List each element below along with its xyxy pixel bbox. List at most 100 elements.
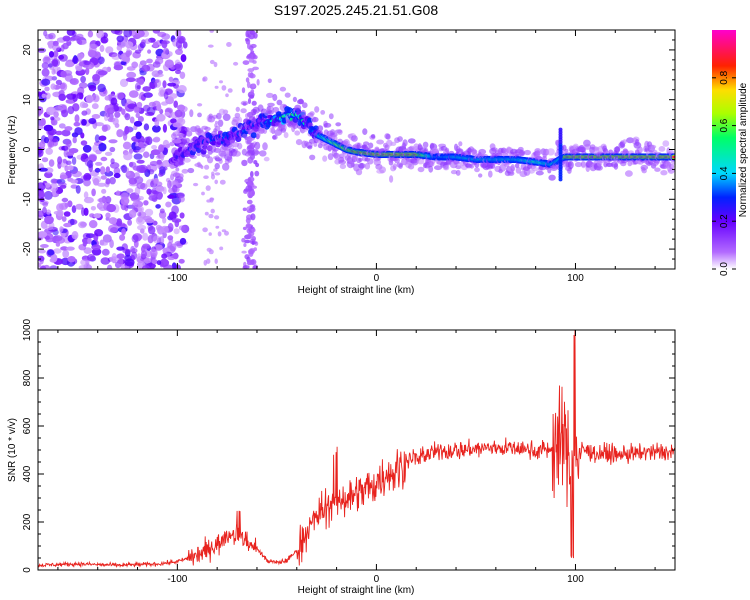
spectrogram-x-ticks: -100 0 100 bbox=[57, 30, 656, 284]
noise-blob bbox=[56, 203, 64, 212]
noise-blob bbox=[124, 41, 134, 49]
ridge-halo bbox=[455, 165, 462, 170]
noise-blob bbox=[109, 227, 118, 233]
noise-blob bbox=[60, 246, 68, 251]
ridge-halo bbox=[237, 142, 243, 150]
ridge-halo bbox=[276, 99, 283, 106]
colorbar-tick-label: 0.6 bbox=[719, 118, 730, 132]
noise-blob bbox=[70, 179, 79, 184]
ridge-halo bbox=[385, 133, 391, 140]
noise-blob bbox=[253, 32, 258, 39]
noise-blob bbox=[142, 86, 151, 92]
noise-blob bbox=[162, 247, 167, 253]
noise-blob bbox=[170, 118, 177, 124]
ridge-halo bbox=[478, 148, 487, 155]
ridge-halo bbox=[267, 110, 274, 115]
noise-blob bbox=[134, 49, 142, 54]
noise-blob bbox=[85, 67, 90, 76]
noise-blob bbox=[172, 122, 181, 128]
ridge-halo bbox=[169, 141, 176, 147]
ridge-halo bbox=[474, 167, 480, 173]
ridge-halo bbox=[355, 168, 363, 176]
noise-blob bbox=[144, 38, 151, 44]
ridge-halo bbox=[189, 109, 194, 118]
ridge-halo bbox=[428, 165, 434, 173]
noise-blob bbox=[145, 111, 155, 117]
noise-blob bbox=[91, 114, 101, 119]
ridge-halo bbox=[294, 104, 302, 112]
noise-blob bbox=[100, 36, 109, 44]
noise-blob bbox=[52, 44, 61, 51]
noise-blob bbox=[55, 79, 63, 85]
noise-blob bbox=[40, 118, 46, 126]
noise-blob bbox=[215, 120, 218, 125]
noise-blob bbox=[75, 65, 83, 72]
noise-blob bbox=[241, 250, 247, 254]
noise-blob bbox=[50, 83, 56, 90]
noise-blob bbox=[178, 37, 185, 44]
noise-blob bbox=[88, 220, 98, 229]
noise-blob bbox=[160, 152, 165, 161]
noise-blob bbox=[94, 167, 101, 173]
noise-blob bbox=[80, 140, 88, 146]
noise-blob bbox=[123, 30, 133, 38]
noise-blob bbox=[55, 130, 64, 136]
noise-blob bbox=[70, 218, 75, 226]
ridge-halo bbox=[363, 141, 370, 146]
noise-blob bbox=[59, 226, 64, 233]
noise-blob bbox=[151, 259, 158, 265]
noise-blob bbox=[251, 236, 256, 242]
noise-blob bbox=[49, 182, 59, 192]
noise-blob bbox=[129, 116, 135, 124]
noise-blob bbox=[209, 59, 215, 65]
noise-blob bbox=[75, 185, 81, 194]
noise-blob bbox=[88, 84, 97, 92]
noise-blob bbox=[247, 233, 252, 240]
noise-blob bbox=[53, 50, 59, 58]
noise-blob bbox=[100, 175, 107, 180]
ridge-halo bbox=[253, 150, 260, 155]
noise-blob bbox=[210, 208, 215, 214]
noise-blob bbox=[67, 106, 75, 115]
noise-blob bbox=[124, 102, 130, 111]
noise-blob bbox=[44, 34, 54, 40]
noise-blob bbox=[156, 113, 166, 122]
noise-blob bbox=[204, 164, 210, 170]
ridge-halo bbox=[351, 135, 358, 142]
ridge-halo bbox=[294, 130, 301, 136]
noise-blob bbox=[111, 53, 121, 60]
ridge-halo bbox=[292, 96, 297, 102]
y-tick-label: -20 bbox=[22, 241, 33, 256]
noise-blob bbox=[252, 66, 259, 71]
noise-blob bbox=[172, 252, 179, 260]
noise-blob bbox=[167, 235, 174, 241]
ridge-halo bbox=[637, 146, 643, 154]
ridge-halo bbox=[309, 111, 315, 116]
ridge-halo bbox=[262, 142, 268, 151]
noise-blob bbox=[94, 229, 104, 237]
y-tick-label: 0 bbox=[22, 146, 33, 152]
noise-blob bbox=[64, 144, 71, 151]
ridge-halo bbox=[241, 148, 247, 156]
noise-blob bbox=[52, 187, 57, 197]
noise-blob bbox=[251, 241, 255, 245]
noise-blob bbox=[71, 231, 79, 240]
noise-blob bbox=[125, 77, 136, 83]
noise-blob bbox=[134, 176, 144, 184]
noise-blob bbox=[135, 131, 142, 140]
noise-blob bbox=[38, 255, 45, 262]
ridge-halo bbox=[390, 141, 397, 146]
ridge-halo bbox=[458, 141, 463, 147]
ridge-halo bbox=[185, 130, 193, 137]
noise-blob bbox=[101, 188, 107, 194]
noise-blob bbox=[87, 49, 96, 58]
ridge-halo bbox=[478, 173, 483, 178]
noise-blob bbox=[146, 58, 153, 64]
ridge-halo bbox=[283, 132, 289, 139]
noise-blob bbox=[131, 61, 139, 69]
noise-blob bbox=[142, 265, 151, 269]
ridge-halo bbox=[218, 108, 226, 116]
noise-blob bbox=[97, 83, 106, 93]
noise-blob bbox=[131, 234, 139, 243]
